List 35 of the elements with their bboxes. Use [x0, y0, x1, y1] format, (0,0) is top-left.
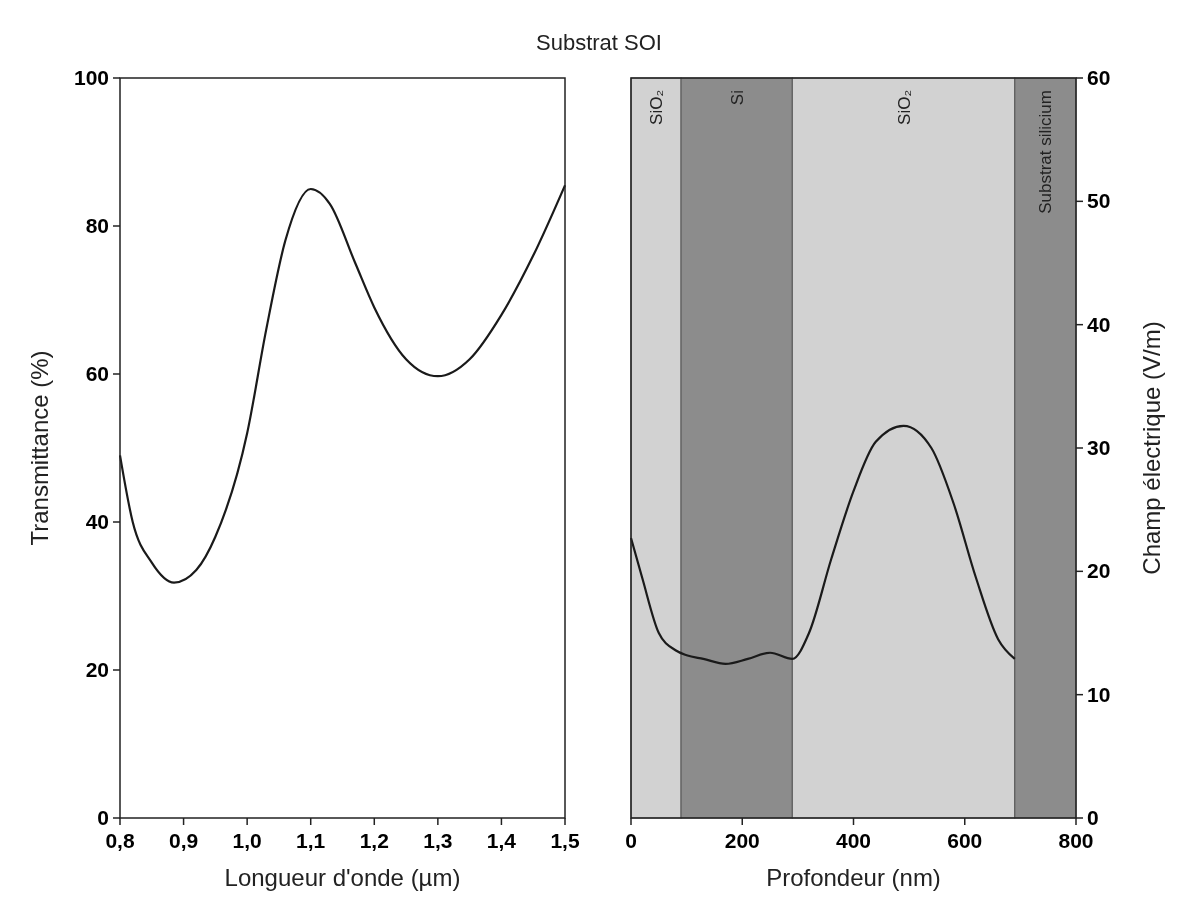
band-label: Si: [727, 90, 747, 106]
x-tick-label: 800: [1058, 829, 1094, 852]
x-axis-title: Longueur d'onde (µm): [224, 864, 461, 891]
y-tick-label: 20: [85, 658, 109, 681]
x-tick-label: 1,1: [296, 829, 326, 852]
x-tick-label: 400: [835, 829, 872, 852]
y-tick-label: 40: [85, 510, 109, 533]
x-tick-label: 1,4: [486, 829, 517, 852]
x-tick-label: 1,5: [550, 829, 580, 852]
x-tick-label: 1,3: [423, 829, 453, 852]
y2-tick-label: 0: [1087, 806, 1099, 829]
y2-tick-label: 40: [1087, 312, 1111, 336]
chart-title: Substrat SOI: [536, 30, 662, 55]
y2-tick-label: 10: [1087, 682, 1111, 706]
x-tick-label: 0,8: [105, 829, 135, 852]
y-tick-label: 60: [85, 362, 109, 385]
x-tick-label: 1,2: [359, 829, 389, 852]
x-tick-label: 0: [625, 829, 637, 852]
y-tick-label: 0: [97, 806, 109, 829]
x-tick-label: 200: [724, 829, 760, 852]
band-label: SiO₂: [647, 90, 667, 125]
y2-tick-label: 30: [1087, 436, 1111, 459]
x-axis-title: Profondeur (nm): [766, 864, 941, 891]
x-tick-label: 0,9: [168, 829, 199, 852]
y2-tick-label: 20: [1087, 559, 1111, 583]
x-tick-label: 600: [947, 829, 983, 852]
y2-tick-label: 50: [1087, 189, 1111, 213]
y-axis-title: Transmittance (%): [26, 350, 53, 546]
band-label: Substrat silicium: [1036, 90, 1056, 214]
y-tick-label: 100: [73, 66, 109, 89]
y-tick-label: 80: [85, 214, 109, 237]
x-tick-label: 1,0: [232, 829, 262, 852]
y2-axis-title: Champ électrique (V/m): [1138, 321, 1165, 575]
band-label: SiO₂: [894, 90, 914, 125]
y2-tick-label: 60: [1087, 66, 1111, 89]
